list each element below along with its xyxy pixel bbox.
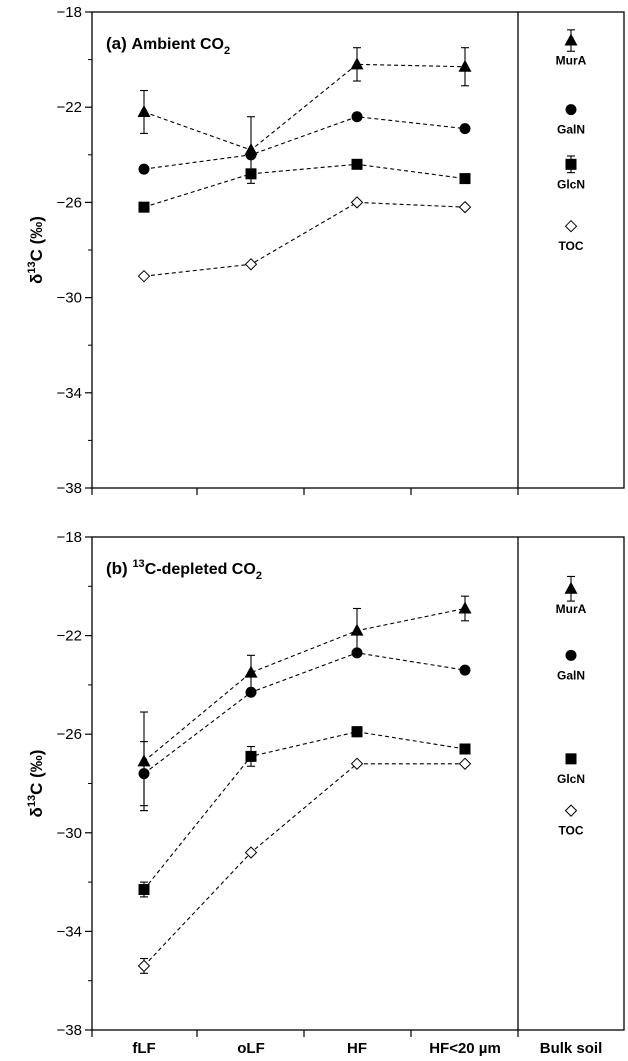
series-line-toc (143, 763, 465, 967)
bulk-point-galn-marker (565, 104, 577, 116)
y-axis-label-rest: C (‰) (27, 750, 46, 795)
y-axis-label: δ13C (‰) (26, 750, 46, 818)
series-line-mura (143, 63, 466, 151)
data-point-glcn-marker (351, 726, 363, 738)
y-axis-label-delta: δ (27, 274, 46, 284)
y-tick-label: −26 (57, 726, 82, 743)
data-point-glcn-marker (138, 883, 150, 895)
bulk-point-toc-marker (564, 219, 578, 233)
y-tick-label: −18 (57, 529, 82, 546)
series-line-glcn (143, 163, 466, 208)
y-tick-label: −38 (57, 1022, 82, 1039)
series-line-galn (143, 652, 466, 775)
data-point-mura-marker (458, 601, 472, 614)
data-point-glcn-marker (138, 201, 150, 213)
data-point-galn-marker (459, 664, 471, 676)
data-point-glcn-marker (245, 750, 257, 762)
data-point-galn-marker (245, 686, 257, 698)
bulk-point-mura-marker (564, 33, 578, 46)
panel-title: (a) Ambient CO2 (106, 34, 230, 57)
panel-title: (b) 13C-depleted CO2 (106, 558, 262, 582)
data-point-galn-marker (138, 768, 150, 780)
plot-frame (91, 536, 625, 1031)
panel-title-main: Ambient CO (132, 36, 224, 53)
data-point-toc-marker (350, 757, 364, 770)
data-point-toc-marker (458, 200, 472, 214)
y-tick-label: −34 (57, 923, 82, 940)
panel-title-superscript: 13 (132, 558, 144, 570)
data-point-mura-marker (350, 57, 364, 70)
data-point-mura-marker (458, 59, 472, 72)
panel-title-subscript: 2 (224, 45, 230, 57)
x-category-label: oLF (237, 1040, 265, 1057)
data-point-toc-marker (458, 757, 472, 770)
y-axis-label: δ13C (‰) (26, 216, 46, 284)
bulk-point-galn-marker (565, 649, 577, 661)
data-point-toc-marker (244, 258, 258, 271)
data-point-galn-marker (138, 163, 150, 175)
bulk-label-mura: MurA (556, 602, 587, 616)
data-point-toc-marker (137, 959, 151, 973)
data-point-toc-marker (244, 846, 258, 859)
bulk-point-toc-marker (564, 804, 578, 817)
bulk-label-mura: MurA (556, 54, 587, 68)
data-point-toc-marker (137, 269, 151, 283)
panel-title-subscript: 2 (256, 570, 262, 582)
plot-frame (91, 11, 625, 489)
bulk-point-glcn-marker (565, 753, 577, 765)
series-line-glcn (143, 731, 466, 890)
y-axis-label-superscript: 13 (26, 261, 38, 273)
y-tick-label: −30 (57, 825, 82, 842)
data-point-mura-marker (244, 665, 258, 678)
y-tick-label: −30 (57, 290, 82, 307)
bulk-label-toc: TOC (558, 239, 583, 253)
bulk-label-galn: GalN (557, 668, 585, 682)
panel-a: −18 −22 −26 −30 −34 −38 δ13C (‰) (a) Ambient CO… (26, 4, 625, 497)
y-tick-label: −38 (57, 480, 82, 497)
y-tick-label: −22 (57, 99, 82, 116)
x-category-label-bulk: Bulk soil (540, 1040, 603, 1057)
x-category-label: HF<20 µm (429, 1040, 501, 1057)
panel-label: (b) (106, 559, 132, 578)
data-point-glcn-marker (459, 743, 471, 755)
y-axis-label-delta: δ (27, 807, 46, 817)
data-point-glcn-marker (459, 173, 471, 185)
series-line-galn (143, 116, 466, 170)
bulk-point-glcn-marker (565, 158, 577, 170)
y-axis-label-rest: C (‰) (27, 216, 46, 261)
data-point-glcn-marker (245, 168, 257, 180)
bulk-label-galn: GalN (557, 123, 585, 137)
data-point-galn-marker (351, 111, 363, 123)
series-line-toc (143, 201, 466, 277)
y-tick-label: −18 (57, 4, 82, 21)
data-point-mura-marker (137, 104, 151, 117)
x-category-label: HF (347, 1040, 367, 1057)
bulk-label-glcn: GlcN (557, 772, 585, 786)
series-line-mura (143, 607, 466, 762)
data-point-toc-marker (350, 196, 364, 209)
data-point-glcn-marker (351, 158, 363, 170)
bulk-label-glcn: GlcN (557, 177, 585, 191)
y-tick-label: −34 (57, 385, 82, 402)
bulk-label-toc: TOC (558, 824, 583, 838)
y-tick-label: −26 (57, 194, 82, 211)
y-tick-label: −22 (57, 628, 82, 645)
x-category-label: fLF (132, 1040, 155, 1057)
data-point-mura-marker (350, 623, 364, 636)
panel-title-main: C-depleted CO (145, 561, 256, 578)
data-point-galn-marker (459, 123, 471, 135)
data-point-galn-marker (245, 149, 257, 161)
panel-label: (a) (106, 34, 132, 53)
y-axis-label-superscript: 13 (26, 795, 38, 807)
data-point-galn-marker (351, 647, 363, 659)
bulk-point-mura-marker (564, 581, 578, 594)
